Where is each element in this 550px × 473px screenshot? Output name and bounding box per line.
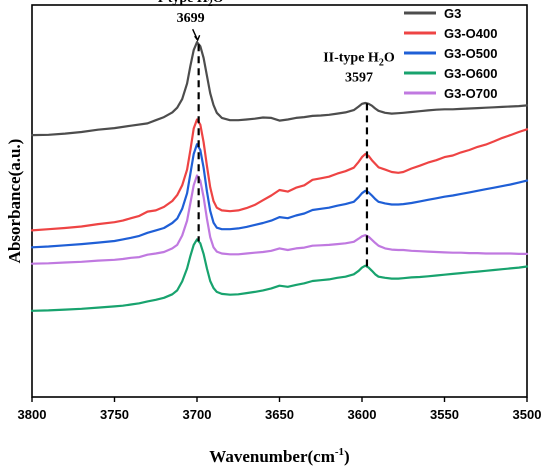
legend: G3 G3-O400 G3-O500 G3-O600 G3-O700 <box>404 6 497 101</box>
series-line-g3-o600 <box>30 238 529 312</box>
series-line-g3-o500 <box>30 143 529 249</box>
series-line-g3 <box>30 41 529 137</box>
y-axis-title: Absorbance(a.u.) <box>5 139 24 264</box>
x-tick-label: 3550 <box>430 407 459 422</box>
plot-frame <box>31 4 528 398</box>
x-tick-label: 3600 <box>348 407 377 422</box>
legend-label-g3-o500: G3-O500 <box>444 46 497 61</box>
legend-label-g3-o600: G3-O600 <box>444 66 497 81</box>
x-axis-title-sup: -1 <box>335 446 344 458</box>
peak-arrow <box>192 28 201 42</box>
peak-annotation-label-1: I-type H2O <box>158 0 224 9</box>
peak-annotation-label-2: II-type H2O <box>323 50 395 68</box>
x-axis: 3800 3750 3700 3650 3600 3550 3500 <box>18 397 542 422</box>
legend-label-g3: G3 <box>444 6 461 21</box>
x-axis-title: Wavenumber(cm-1) <box>209 446 349 466</box>
legend-label-g3-o400: G3-O400 <box>444 26 497 41</box>
series-line-g3-o400 <box>30 118 529 232</box>
legend-label-g3-o700: G3-O700 <box>444 86 497 101</box>
peak-annotation-value-1: 3699 <box>177 11 205 26</box>
series-layer <box>30 41 529 312</box>
x-tick-label: 3500 <box>513 407 542 422</box>
x-tick-label: 3750 <box>100 407 129 422</box>
x-tick-label: 3650 <box>265 407 294 422</box>
series-line-g3-o700 <box>30 174 529 265</box>
annotation-layer: I-type H2O 3699 II-type H2O 3597 <box>158 0 395 267</box>
peak-annotation-value-2: 3597 <box>345 70 373 85</box>
x-tick-label: 3800 <box>18 407 47 422</box>
x-tick-label: 3700 <box>183 407 212 422</box>
